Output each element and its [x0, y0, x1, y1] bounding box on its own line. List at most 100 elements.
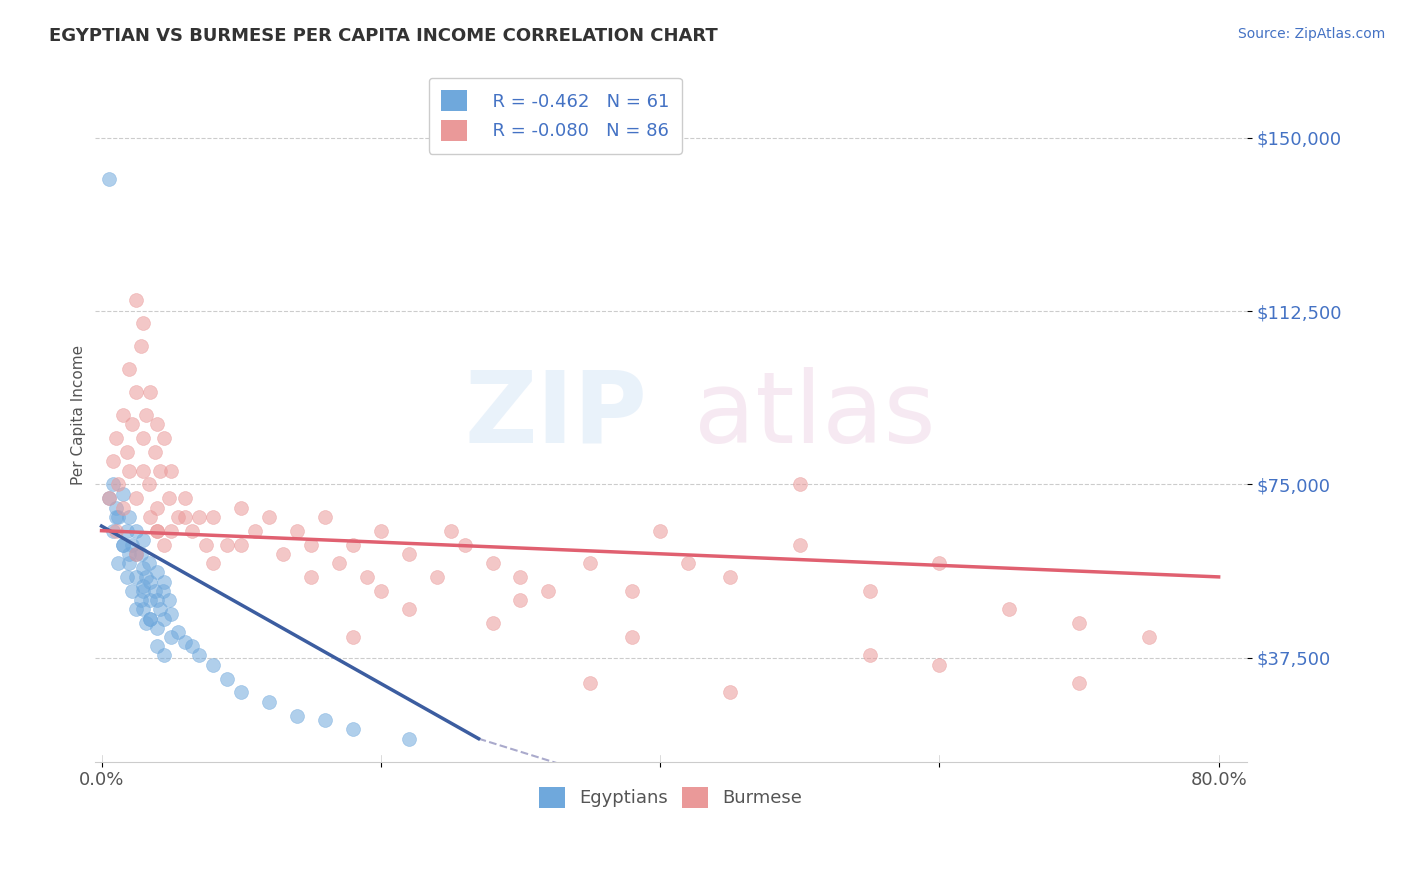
Point — [129, 547, 152, 561]
Point — [146, 500, 169, 515]
Point — [107, 556, 129, 570]
Point — [104, 524, 127, 538]
Point — [125, 385, 148, 400]
Point — [398, 602, 420, 616]
Point — [342, 630, 364, 644]
Point — [135, 570, 157, 584]
Point — [132, 579, 155, 593]
Point — [111, 537, 134, 551]
Point — [152, 583, 174, 598]
Point — [157, 593, 180, 607]
Point — [111, 500, 134, 515]
Point — [181, 524, 204, 538]
Point — [998, 602, 1021, 616]
Point — [138, 477, 160, 491]
Y-axis label: Per Capita Income: Per Capita Income — [72, 345, 86, 485]
Point — [104, 500, 127, 515]
Point — [621, 583, 644, 598]
Point — [481, 556, 503, 570]
Point — [579, 676, 602, 690]
Point — [481, 616, 503, 631]
Point — [111, 486, 134, 500]
Point — [342, 723, 364, 737]
Point — [146, 639, 169, 653]
Point — [132, 583, 155, 598]
Point — [111, 537, 134, 551]
Point — [537, 583, 560, 598]
Point — [579, 556, 602, 570]
Point — [174, 509, 197, 524]
Point — [135, 408, 157, 422]
Point — [299, 537, 322, 551]
Point — [509, 570, 531, 584]
Point — [132, 316, 155, 330]
Point — [139, 385, 162, 400]
Point — [149, 464, 172, 478]
Point — [149, 602, 172, 616]
Point — [676, 556, 699, 570]
Point — [153, 648, 176, 663]
Text: ZIP: ZIP — [464, 367, 648, 464]
Point — [789, 537, 811, 551]
Point — [928, 556, 950, 570]
Point — [138, 556, 160, 570]
Point — [125, 602, 148, 616]
Point — [125, 570, 148, 584]
Text: Source: ZipAtlas.com: Source: ZipAtlas.com — [1237, 27, 1385, 41]
Point — [188, 509, 211, 524]
Point — [101, 524, 124, 538]
Point — [718, 570, 741, 584]
Point — [132, 464, 155, 478]
Point — [146, 417, 169, 432]
Point — [129, 339, 152, 353]
Point — [132, 431, 155, 445]
Point — [118, 464, 141, 478]
Point — [125, 491, 148, 506]
Point — [257, 509, 280, 524]
Point — [121, 417, 143, 432]
Point — [146, 524, 169, 538]
Point — [139, 509, 162, 524]
Point — [118, 509, 141, 524]
Point — [104, 431, 127, 445]
Point — [121, 583, 143, 598]
Point — [125, 547, 148, 561]
Text: atlas: atlas — [693, 367, 935, 464]
Point — [118, 547, 141, 561]
Point — [107, 509, 129, 524]
Point — [125, 547, 148, 561]
Point — [101, 454, 124, 468]
Point — [243, 524, 266, 538]
Point — [146, 566, 169, 580]
Point — [398, 731, 420, 746]
Point — [104, 509, 127, 524]
Point — [167, 625, 190, 640]
Point — [858, 583, 880, 598]
Point — [153, 431, 176, 445]
Point — [129, 593, 152, 607]
Point — [118, 362, 141, 376]
Legend: Egyptians, Burmese: Egyptians, Burmese — [531, 780, 808, 815]
Point — [174, 491, 197, 506]
Point — [153, 611, 176, 625]
Point — [440, 524, 463, 538]
Point — [181, 639, 204, 653]
Point — [202, 657, 225, 672]
Point — [115, 524, 138, 538]
Point — [146, 524, 169, 538]
Point — [299, 570, 322, 584]
Point — [370, 583, 392, 598]
Point — [157, 491, 180, 506]
Point — [202, 509, 225, 524]
Point — [314, 509, 336, 524]
Point — [356, 570, 378, 584]
Text: EGYPTIAN VS BURMESE PER CAPITA INCOME CORRELATION CHART: EGYPTIAN VS BURMESE PER CAPITA INCOME CO… — [49, 27, 718, 45]
Point — [132, 560, 155, 574]
Point — [160, 464, 183, 478]
Point — [621, 630, 644, 644]
Point — [1067, 616, 1090, 631]
Point — [1067, 676, 1090, 690]
Point — [132, 602, 155, 616]
Point — [202, 556, 225, 570]
Point — [160, 524, 183, 538]
